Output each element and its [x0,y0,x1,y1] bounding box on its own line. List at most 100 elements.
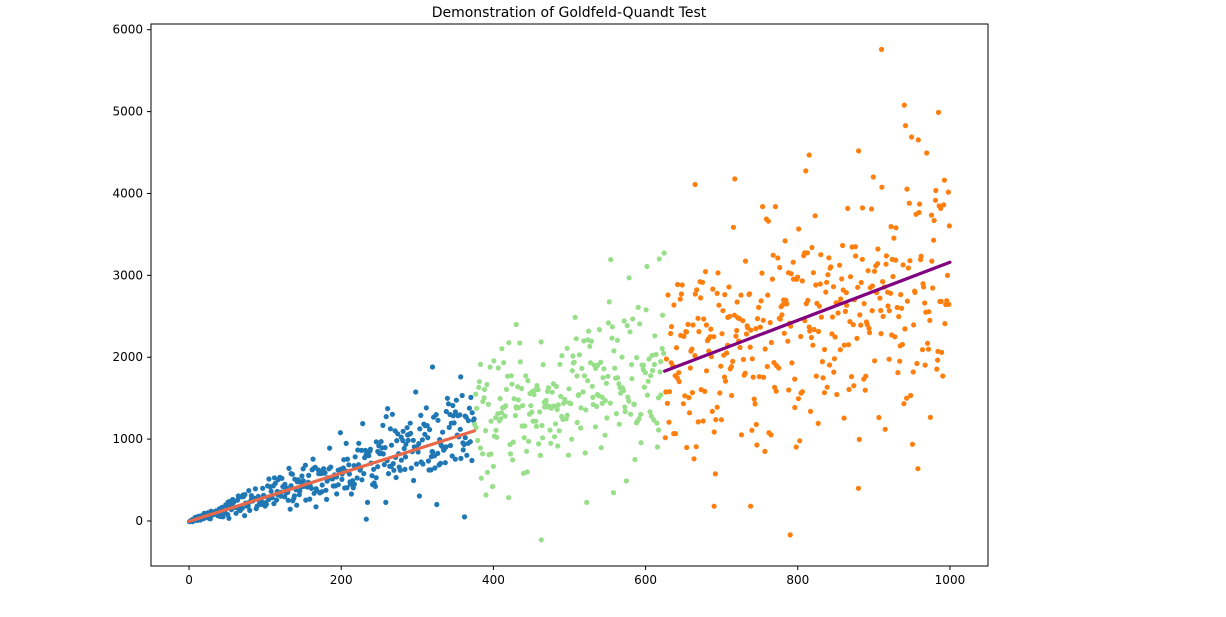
data-point [515,397,522,403]
data-point [554,407,560,413]
data-point [734,299,740,305]
data-point [654,444,661,450]
data-point [289,471,295,477]
data-point [416,441,422,447]
data-point [398,457,404,463]
data-point [285,497,291,503]
data-point [400,437,406,444]
data-point [507,451,514,457]
data-point [804,250,811,256]
data-point [490,483,496,490]
data-point [677,296,683,302]
data-point [607,400,613,406]
data-point [649,367,656,374]
data-point [443,408,449,415]
data-point [934,366,940,372]
data-point [810,342,816,348]
data-point [528,403,534,409]
data-point [751,396,757,402]
data-point [588,338,595,344]
data-point [839,276,845,282]
data-point [569,368,575,374]
data-point [758,298,764,304]
data-point [533,423,540,429]
data-point [863,373,869,379]
data-point [651,417,657,423]
plot-frame [150,23,989,567]
data-point [313,504,319,510]
data-point [692,181,698,188]
data-point [845,205,851,211]
data-point [665,292,671,298]
data-point [220,514,226,520]
data-point [529,409,535,415]
data-point [784,301,790,307]
data-point [807,328,813,334]
data-point [915,137,921,143]
data-point [266,476,272,482]
data-point [378,439,384,445]
data-point [927,414,934,420]
axes-layer: 0 200 400 600 800 1000 0 1000 2000 3000 4000 5000 60… [112,23,989,587]
data-point [866,325,872,331]
data-point [897,358,903,364]
data-point [435,450,441,456]
data-point [747,344,753,350]
data-point [610,490,617,496]
data-point [891,235,897,241]
data-point [536,441,542,447]
data-point [893,225,899,231]
data-point [946,223,953,229]
data-point [742,258,749,264]
x-tick-label: 400 [482,573,505,587]
data-point [718,363,724,369]
data-point [825,272,831,278]
data-point [488,418,494,424]
data-point [799,389,806,395]
data-point [611,348,617,354]
data-point [696,329,702,335]
data-point [300,478,306,484]
data-point [861,301,867,307]
data-point [327,445,333,451]
data-point [461,514,468,520]
data-point [854,335,860,341]
data-point [672,431,679,437]
data-point [808,334,815,341]
data-point [383,414,389,420]
data-point [334,491,340,497]
data-point [323,487,329,493]
data-point [432,465,438,471]
data-point [692,353,698,359]
data-point [484,381,490,388]
data-point [474,405,480,411]
data-point [851,383,857,389]
data-point [641,384,648,390]
data-point [443,444,449,450]
data-point [779,312,785,318]
data-point [444,395,450,401]
data-point [568,401,574,407]
data-point [381,462,387,468]
data-point [299,473,305,479]
data-point [685,321,691,327]
data-point [729,392,735,399]
data-point [388,442,395,448]
y-tick-label: 0 [135,514,143,528]
data-point [440,429,446,435]
data-point [506,340,512,346]
data-point [945,189,952,195]
data-point [944,272,951,278]
data-point [395,431,401,437]
data-point [460,447,466,453]
data-point [425,435,431,441]
data-point [764,363,770,370]
data-point [707,334,713,340]
data-point [908,392,914,399]
data-point [924,150,930,156]
data-point [661,350,667,356]
data-point [662,435,668,441]
data-point [413,461,420,467]
data-point [830,284,837,290]
data-point [558,393,564,399]
